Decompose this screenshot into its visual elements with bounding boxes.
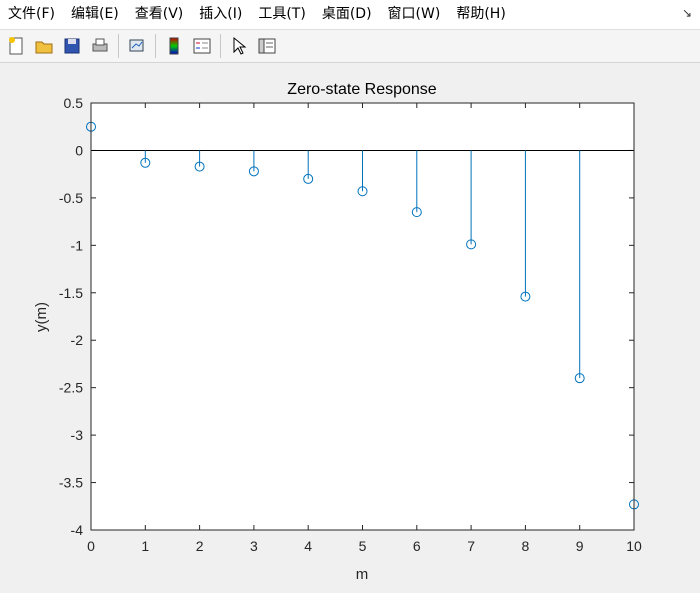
print-icon[interactable] (88, 34, 112, 58)
menu-file[interactable]: 文件(F) (8, 6, 55, 22)
new-figure-icon[interactable] (4, 34, 28, 58)
chart-title: Zero-state Response (287, 81, 437, 98)
x-tick-label: 10 (626, 538, 642, 554)
stem-marker (248, 166, 259, 177)
stem-marker (140, 157, 151, 168)
toolbar-separator (155, 34, 156, 58)
stem-marker (194, 161, 205, 172)
x-tick-label: 4 (304, 538, 312, 554)
stem-marker (357, 186, 368, 197)
menu-bar: 文件(F) 编辑(E) 查看(V) 插入(I) 工具(T) 桌面(D) 窗口(W) 帮助(H)… (0, 0, 700, 29)
menu-edit[interactable]: 编辑(E) (70, 6, 119, 22)
y-tick-label: -3 (71, 427, 84, 443)
link-plot-icon[interactable] (125, 34, 149, 58)
property-inspector-icon[interactable] (255, 34, 279, 58)
toolbar-separator (220, 34, 221, 58)
edit-plot-pointer-icon[interactable] (227, 34, 251, 58)
x-tick-label: 5 (359, 538, 367, 554)
x-tick-label: 8 (522, 538, 530, 554)
y-axis: 0.5 0 -0.5 -1 -1.5 -2 -2.5 -3 -3.5 -4 (59, 95, 634, 538)
stem-marker (466, 239, 477, 250)
y-tick-label: -1.5 (59, 285, 83, 301)
y-tick-label: -1 (71, 237, 84, 253)
y-tick-label: 0.5 (64, 95, 84, 111)
legend-icon[interactable] (190, 34, 214, 58)
x-tick-label: 9 (576, 538, 584, 554)
colorbar-icon[interactable] (162, 34, 186, 58)
y-tick-label: -2.5 (59, 380, 83, 396)
y-tick-label: -3.5 (59, 475, 83, 491)
y-tick-label: -0.5 (59, 190, 83, 206)
x-tick-label: 3 (250, 538, 258, 554)
menu-help[interactable]: 帮助(H) (456, 6, 506, 22)
y-tick-label: -2 (71, 332, 84, 348)
x-tick-label: 7 (467, 538, 475, 554)
dock-arrow-icon[interactable]: ↘ (681, 6, 692, 20)
x-tick-label: 1 (141, 538, 149, 554)
stem-marker (520, 291, 531, 302)
axes-box (90, 102, 635, 531)
open-file-icon[interactable] (32, 34, 56, 58)
menu-view[interactable]: 查看(V) (134, 6, 184, 22)
y-axis-label: y(m) (33, 302, 50, 332)
stem-marker (303, 173, 314, 184)
stem-marker (574, 373, 585, 384)
figure-toolbar (0, 29, 700, 63)
stem-marker (411, 207, 422, 218)
menu-desktop[interactable]: 桌面(D) (321, 6, 372, 22)
y-tick-label: 0 (75, 142, 83, 158)
menu-insert[interactable]: 插入(I) (199, 6, 243, 22)
x-axis: 0 1 2 3 4 5 6 7 8 9 10 (87, 103, 642, 554)
figure-canvas: 0.5 0 -0.5 -1 -1.5 -2 -2.5 -3 -3.5 -4 0 1 2 3 4 5 6 7 8 9 1… (0, 63, 700, 589)
x-tick-label: 0 (87, 538, 95, 554)
x-axis-label: m (356, 566, 369, 583)
stem-plot: 0.5 0 -0.5 -1 -1.5 -2 -2.5 -3 -3.5 -4 0 1 2 3 4 5 6 7 8 9 1… (33, 81, 642, 583)
menu-window[interactable]: 窗口(W) (387, 6, 441, 22)
y-tick-label: -4 (71, 522, 84, 538)
x-tick-label: 2 (196, 538, 204, 554)
save-icon[interactable] (60, 34, 84, 58)
x-tick-label: 6 (413, 538, 421, 554)
menu-tools[interactable]: 工具(T) (258, 6, 306, 22)
toolbar-separator (118, 34, 119, 58)
